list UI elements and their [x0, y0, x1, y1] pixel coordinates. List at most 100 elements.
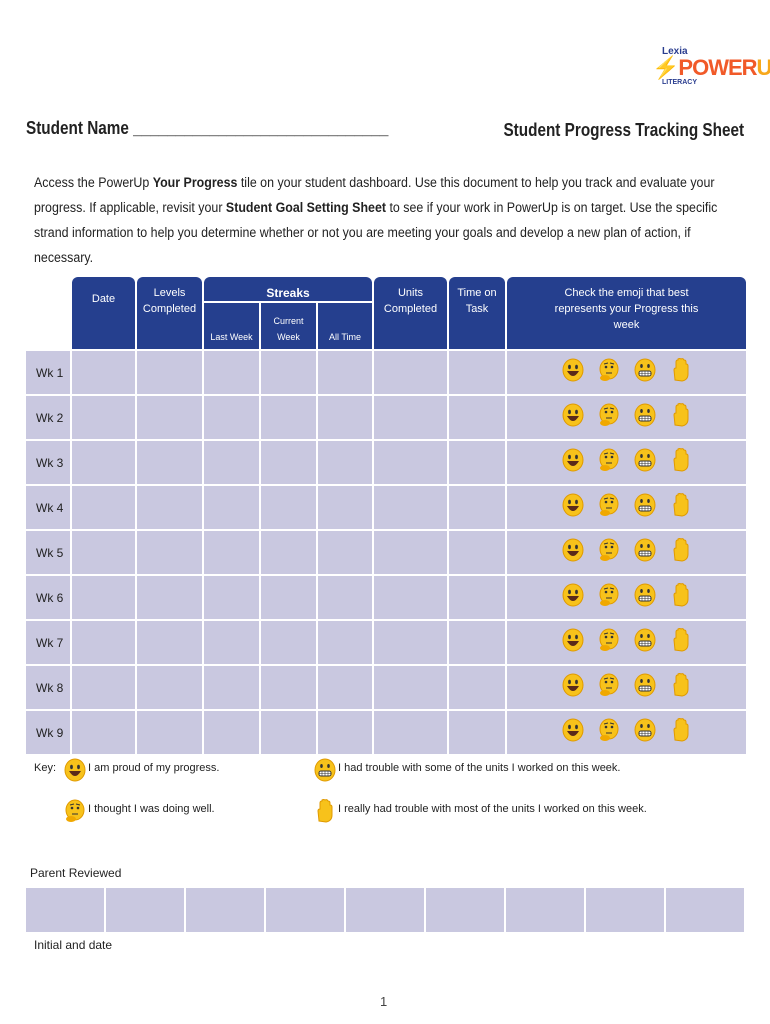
grimacing-face-icon[interactable]: [634, 628, 656, 657]
raised-hand-icon[interactable]: [670, 628, 692, 657]
cell-last-week[interactable]: [204, 621, 259, 664]
grimacing-face-icon[interactable]: [634, 403, 656, 432]
grinning-face-icon[interactable]: [562, 538, 584, 567]
cell-last-week[interactable]: [204, 486, 259, 529]
parent-review-cell[interactable]: [666, 888, 744, 932]
parent-review-cell[interactable]: [586, 888, 664, 932]
cell-units[interactable]: [374, 486, 447, 529]
thinking-face-icon[interactable]: [598, 673, 620, 702]
cell-date[interactable]: [72, 441, 135, 484]
cell-time[interactable]: [449, 576, 505, 619]
parent-review-cell[interactable]: [506, 888, 584, 932]
cell-time[interactable]: [449, 711, 505, 754]
raised-hand-icon[interactable]: [670, 673, 692, 702]
grinning-face-icon[interactable]: [562, 493, 584, 522]
cell-date[interactable]: [72, 576, 135, 619]
cell-levels[interactable]: [137, 621, 202, 664]
cell-all-time[interactable]: [318, 531, 372, 574]
cell-all-time[interactable]: [318, 486, 372, 529]
thinking-face-icon[interactable]: [598, 718, 620, 747]
cell-time[interactable]: [449, 621, 505, 664]
cell-date[interactable]: [72, 531, 135, 574]
grimacing-face-icon[interactable]: [634, 673, 656, 702]
grinning-face-icon[interactable]: [562, 628, 584, 657]
cell-time[interactable]: [449, 486, 505, 529]
cell-time[interactable]: [449, 396, 505, 439]
cell-current-week[interactable]: [261, 531, 316, 574]
cell-levels[interactable]: [137, 486, 202, 529]
grimacing-face-icon[interactable]: [634, 718, 656, 747]
parent-review-cell[interactable]: [426, 888, 504, 932]
grinning-face-icon[interactable]: [562, 358, 584, 387]
cell-current-week[interactable]: [261, 396, 316, 439]
cell-date[interactable]: [72, 351, 135, 394]
thinking-face-icon[interactable]: [598, 358, 620, 387]
raised-hand-icon[interactable]: [670, 493, 692, 522]
cell-all-time[interactable]: [318, 621, 372, 664]
cell-levels[interactable]: [137, 576, 202, 619]
grinning-face-icon[interactable]: [562, 673, 584, 702]
cell-units[interactable]: [374, 351, 447, 394]
cell-date[interactable]: [72, 396, 135, 439]
raised-hand-icon[interactable]: [670, 448, 692, 477]
cell-last-week[interactable]: [204, 441, 259, 484]
thinking-face-icon[interactable]: [598, 583, 620, 612]
cell-last-week[interactable]: [204, 666, 259, 709]
grimacing-face-icon[interactable]: [634, 583, 656, 612]
cell-date[interactable]: [72, 711, 135, 754]
cell-all-time[interactable]: [318, 351, 372, 394]
cell-last-week[interactable]: [204, 576, 259, 619]
cell-last-week[interactable]: [204, 711, 259, 754]
raised-hand-icon[interactable]: [670, 718, 692, 747]
cell-levels[interactable]: [137, 711, 202, 754]
cell-units[interactable]: [374, 666, 447, 709]
cell-units[interactable]: [374, 621, 447, 664]
grimacing-face-icon[interactable]: [634, 358, 656, 387]
cell-levels[interactable]: [137, 666, 202, 709]
cell-all-time[interactable]: [318, 711, 372, 754]
cell-current-week[interactable]: [261, 666, 316, 709]
parent-review-cell[interactable]: [26, 888, 104, 932]
thinking-face-icon[interactable]: [598, 538, 620, 567]
cell-levels[interactable]: [137, 531, 202, 574]
cell-units[interactable]: [374, 441, 447, 484]
cell-levels[interactable]: [137, 396, 202, 439]
cell-last-week[interactable]: [204, 531, 259, 574]
cell-time[interactable]: [449, 351, 505, 394]
thinking-face-icon[interactable]: [598, 448, 620, 477]
cell-date[interactable]: [72, 621, 135, 664]
cell-all-time[interactable]: [318, 666, 372, 709]
cell-current-week[interactable]: [261, 351, 316, 394]
raised-hand-icon[interactable]: [670, 403, 692, 432]
cell-current-week[interactable]: [261, 711, 316, 754]
raised-hand-icon[interactable]: [670, 358, 692, 387]
parent-review-cell[interactable]: [346, 888, 424, 932]
thinking-face-icon[interactable]: [598, 493, 620, 522]
cell-time[interactable]: [449, 441, 505, 484]
cell-last-week[interactable]: [204, 396, 259, 439]
grinning-face-icon[interactable]: [562, 403, 584, 432]
cell-units[interactable]: [374, 711, 447, 754]
raised-hand-icon[interactable]: [670, 583, 692, 612]
cell-all-time[interactable]: [318, 576, 372, 619]
grimacing-face-icon[interactable]: [634, 448, 656, 477]
cell-all-time[interactable]: [318, 396, 372, 439]
cell-time[interactable]: [449, 531, 505, 574]
student-name-field[interactable]: Student Name ___________________________…: [26, 118, 389, 138]
parent-review-cell[interactable]: [186, 888, 264, 932]
raised-hand-icon[interactable]: [670, 538, 692, 567]
cell-last-week[interactable]: [204, 351, 259, 394]
cell-current-week[interactable]: [261, 576, 316, 619]
cell-date[interactable]: [72, 666, 135, 709]
cell-levels[interactable]: [137, 351, 202, 394]
grimacing-face-icon[interactable]: [634, 493, 656, 522]
cell-units[interactable]: [374, 396, 447, 439]
cell-date[interactable]: [72, 486, 135, 529]
thinking-face-icon[interactable]: [598, 628, 620, 657]
parent-review-cell[interactable]: [266, 888, 344, 932]
thinking-face-icon[interactable]: [598, 403, 620, 432]
grinning-face-icon[interactable]: [562, 718, 584, 747]
cell-current-week[interactable]: [261, 621, 316, 664]
cell-current-week[interactable]: [261, 441, 316, 484]
grinning-face-icon[interactable]: [562, 448, 584, 477]
